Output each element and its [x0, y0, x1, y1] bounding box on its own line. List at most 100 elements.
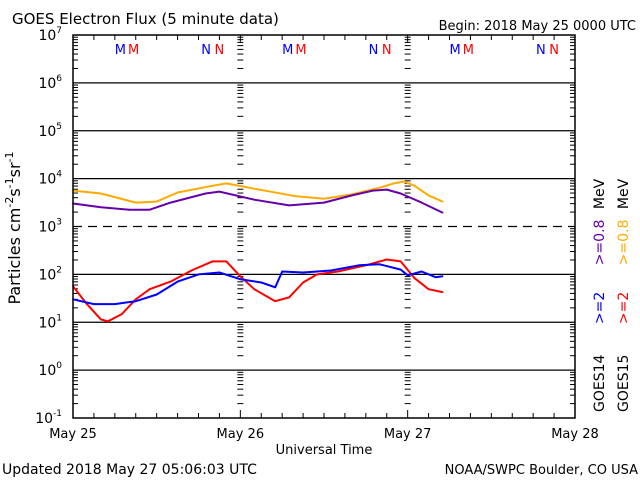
y-tick-base: 10	[38, 76, 56, 92]
local-time-marker: N	[369, 43, 379, 58]
data-point	[378, 186, 381, 189]
legend-goes15-sat: GOES15	[616, 355, 632, 412]
data-point	[295, 195, 297, 198]
data-point	[155, 200, 158, 203]
legend-goes14-e08: >=0.8	[592, 220, 608, 266]
data-point	[378, 263, 381, 266]
data-point	[434, 276, 437, 279]
data-point	[260, 281, 263, 284]
data-point	[406, 274, 409, 277]
data-point	[441, 291, 444, 293]
begin-label: Begin: 2018 May 25 0000 UTC	[439, 19, 636, 34]
y-tick-base: 10	[38, 220, 56, 236]
y-tick-label: 104	[38, 170, 62, 188]
data-point	[148, 208, 151, 211]
y-tick-base: 10	[38, 172, 56, 188]
x-tick-label: May 28	[551, 427, 599, 442]
y-tick-base: 10	[35, 411, 53, 427]
data-point	[93, 303, 95, 305]
updated-timestamp: Updated 2018 May 27 05:06:03 UTC	[2, 462, 257, 478]
local-time-marker: M	[295, 43, 306, 58]
y-tick-base: 10	[38, 267, 56, 283]
chart-title: GOES Electron Flux (5 minute data)	[12, 10, 279, 28]
data-point	[190, 269, 193, 272]
data-point	[253, 187, 256, 190]
legend-goes15-e2: >=2	[616, 292, 632, 324]
y-tick-label: 107	[38, 26, 62, 44]
y-axis-unit-sr: sr	[5, 162, 24, 177]
data-point	[420, 270, 423, 273]
series-line	[72, 263, 443, 306]
data-point	[100, 192, 102, 195]
data-point	[239, 278, 242, 281]
data-point	[113, 303, 116, 305]
y-axis-label-main: Particles cm	[5, 208, 24, 305]
data-point	[274, 300, 277, 303]
y-tick-exponent: 3	[56, 218, 62, 228]
data-point	[399, 260, 402, 263]
data-point	[253, 288, 256, 291]
data-point	[86, 303, 88, 305]
data-point	[441, 275, 444, 278]
y-tick-base: 10	[38, 363, 56, 379]
data-point	[169, 201, 172, 204]
legend-goes14-e2: >=2	[592, 292, 608, 324]
data-point	[358, 264, 360, 267]
y-tick-exponent: 2	[56, 265, 62, 275]
y-tick-label: 103	[38, 218, 62, 236]
local-time-marker: N	[536, 43, 546, 58]
y-tick-exponent: 6	[56, 74, 62, 84]
local-time-marker: M	[463, 43, 474, 58]
local-time-marker: M	[282, 43, 293, 58]
local-time-marker: M	[449, 43, 460, 58]
y-tick-label: 101	[38, 313, 62, 331]
local-time-marker: N	[382, 43, 392, 58]
y-axis-unit-cm-exp: -2	[3, 197, 16, 208]
local-time-marker: M	[115, 43, 126, 58]
svg-text:GOES14 >=2 >=0: GOES14 >=2 >=0.8 MeV	[592, 178, 608, 412]
data-point	[316, 273, 318, 276]
x-tick-label: May 25	[49, 427, 97, 442]
y-axis-unit-s: s	[5, 188, 24, 196]
data-point	[337, 270, 339, 273]
data-point	[413, 277, 416, 280]
data-point	[134, 201, 137, 204]
y-tick-label: 106	[38, 74, 62, 92]
data-point	[288, 296, 290, 299]
data-point	[274, 286, 277, 289]
legend-goes14-sat: GOES14	[592, 354, 608, 412]
local-time-marker: N	[201, 43, 211, 58]
y-tick-label: 102	[38, 265, 62, 283]
y-tick-exponent: 0	[56, 361, 62, 371]
data-point	[169, 280, 172, 283]
data-point	[197, 273, 200, 276]
local-time-marker: N	[215, 43, 225, 58]
y-tick-exponent: 7	[56, 26, 62, 36]
data-point	[427, 194, 430, 197]
data-point	[100, 318, 102, 321]
legend-goes15-unit: MeV	[616, 178, 632, 209]
data-point	[218, 271, 221, 274]
data-point	[281, 270, 284, 273]
x-axis-tick-labels: May 25 May 26 May 27 May 28	[49, 427, 599, 442]
data-point	[134, 300, 137, 303]
data-point	[427, 288, 430, 291]
legend-goes15-e08: >=0.8	[616, 220, 632, 266]
data-point	[225, 260, 228, 263]
data-point	[218, 190, 221, 193]
legend: GOES14 >=2 >=0.8 MeV GOES15 >=2 >=0.8 Me…	[592, 178, 632, 412]
y-tick-exponent: 5	[56, 122, 62, 132]
y-axis-label: Particles cm-2s-1sr-1	[3, 151, 24, 304]
data-point	[399, 192, 402, 195]
credit-label: NOAA/SWPC Boulder, CO USA	[445, 463, 638, 478]
data-point	[288, 204, 290, 207]
series-lines	[72, 180, 444, 323]
data-point	[302, 271, 304, 274]
x-axis-label: Universal Time	[276, 443, 373, 458]
data-point	[351, 194, 353, 197]
legend-goes14-unit: MeV	[592, 178, 608, 209]
local-time-marker: N	[549, 43, 559, 58]
data-point	[100, 206, 102, 209]
